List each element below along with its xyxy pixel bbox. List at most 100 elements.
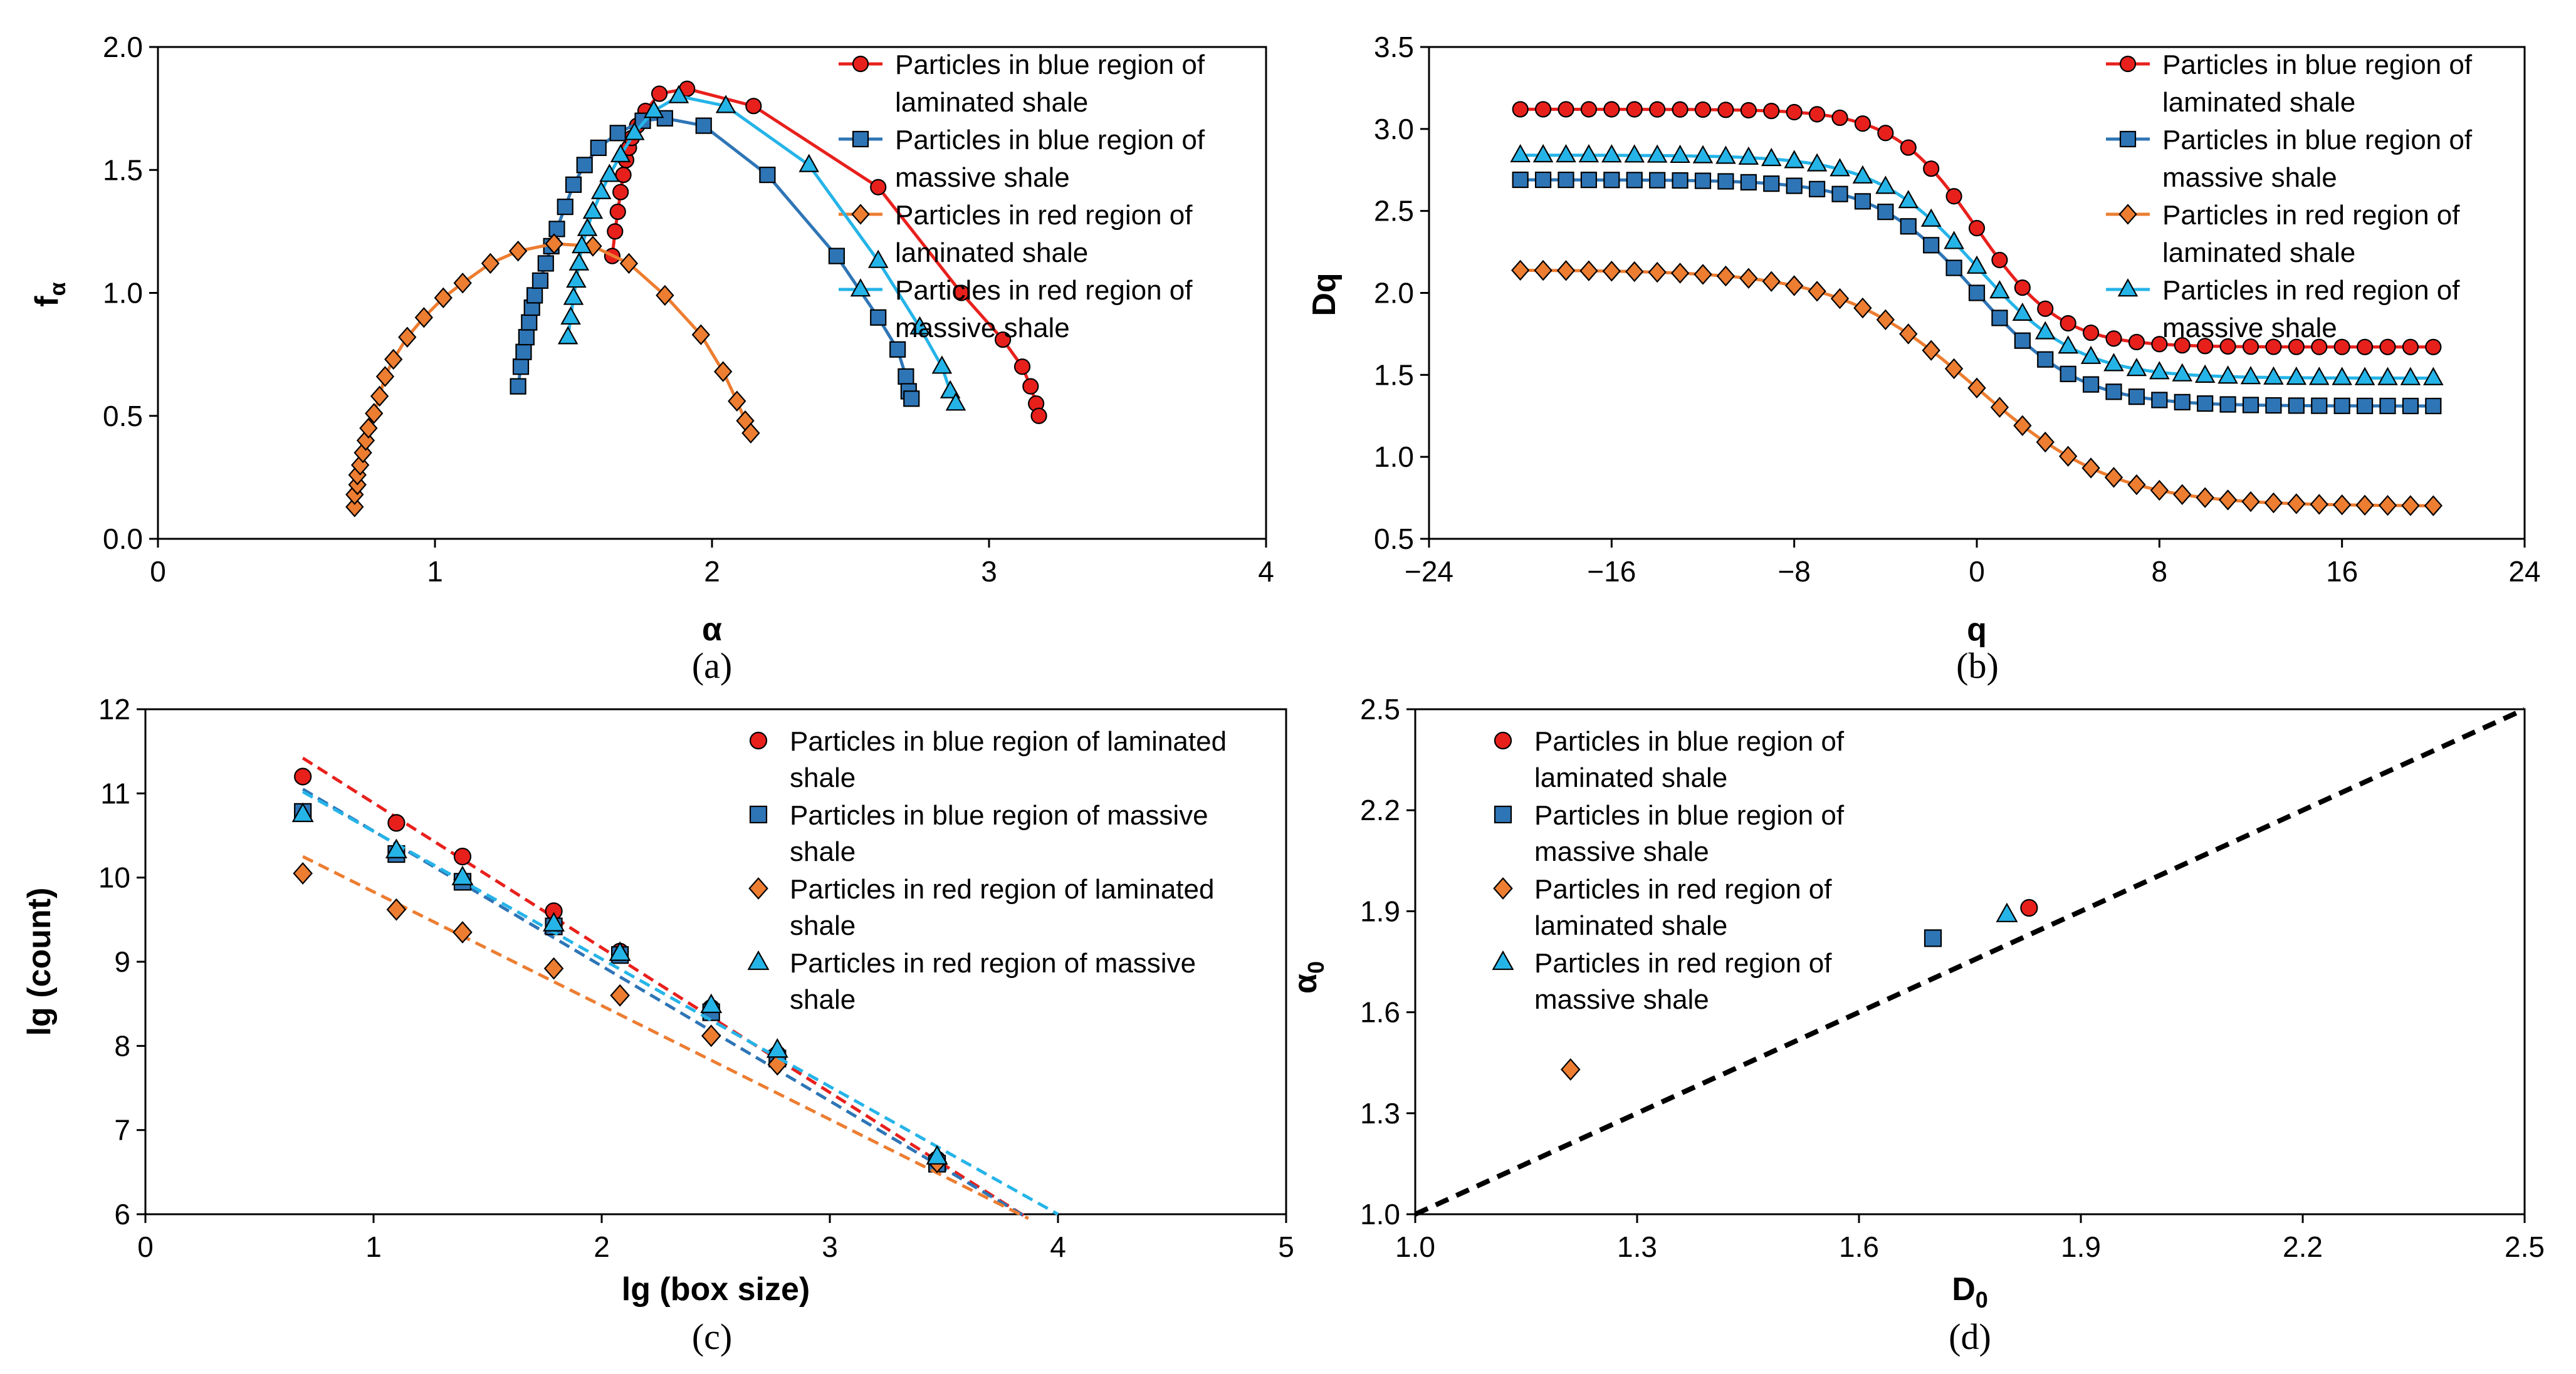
data-point (2242, 338, 2259, 355)
series-circle (2020, 898, 2038, 917)
data-point (387, 814, 406, 832)
data-point (2060, 315, 2076, 332)
data-point (2172, 363, 2193, 382)
data-point (1944, 231, 1964, 249)
data-point (619, 252, 639, 274)
plot-frame-d (1414, 708, 2526, 1215)
data-point (521, 314, 538, 331)
data-point (1739, 268, 1758, 289)
data-point (1670, 144, 1690, 164)
data-point (566, 269, 587, 288)
x-tick-label: 1 (365, 1231, 382, 1263)
data-point (2174, 393, 2191, 410)
y-tick-label: 0.0 (103, 523, 143, 555)
data-point (2174, 337, 2191, 354)
data-point (453, 273, 472, 294)
data-point (1013, 358, 1031, 375)
data-point (1512, 101, 1529, 118)
data-point (1875, 175, 1896, 194)
data-point (609, 941, 631, 961)
data-point (607, 223, 624, 240)
data-point (1852, 165, 1873, 184)
data-point (1626, 172, 1643, 189)
data-point (2150, 479, 2169, 501)
data-point (571, 235, 592, 254)
legend-entry: Particles in red region of massive shale (1492, 948, 1832, 1015)
data-point (926, 1145, 948, 1165)
data-point (2128, 333, 2145, 351)
data-point (2036, 431, 2055, 453)
series-diamond (1511, 259, 2442, 516)
x-tick-label: 1.6 (1839, 1231, 1879, 1263)
x-axis-label: α (702, 612, 722, 648)
y-axis-label-subscript: α (45, 282, 70, 296)
data-point (2037, 351, 2054, 368)
legend-label: shale (790, 910, 856, 941)
data-point (1561, 1058, 1581, 1081)
data-point (940, 380, 961, 398)
data-point (370, 385, 389, 407)
panel-caption: (d) (1949, 1316, 1991, 1357)
data-point (1694, 172, 1712, 189)
series-curve (353, 242, 753, 507)
data-point (2264, 492, 2283, 514)
data-point (537, 255, 554, 272)
data-point (565, 176, 582, 193)
legend-marker (852, 130, 869, 148)
data-point (2080, 345, 2102, 364)
data-point (1603, 172, 1620, 189)
data-point (1945, 259, 1962, 276)
data-point (889, 341, 906, 358)
data-point (2241, 491, 2260, 513)
legend-label: laminated shale (2162, 237, 2355, 268)
data-point (643, 100, 664, 118)
y-tick-label: 2.2 (1360, 794, 1400, 826)
data-point (1601, 144, 1622, 163)
reference-line-y-equals-x (1414, 707, 2526, 1217)
legend-label: Particles in blue region of (895, 49, 1205, 80)
legend-entry: Particles in red region of laminated shal… (1493, 874, 1832, 941)
data-point (909, 316, 930, 335)
data-point (2288, 338, 2305, 355)
data-point (2332, 367, 2352, 385)
data-point (2311, 397, 2328, 414)
data-point (563, 286, 584, 305)
series-diamond (1561, 1058, 1581, 1081)
data-point (2012, 302, 2033, 321)
panel-caption: (c) (692, 1316, 732, 1357)
data-point (1830, 158, 1850, 177)
legend-marker (2119, 55, 2137, 73)
data-point (1716, 265, 1736, 287)
data-point (508, 241, 528, 262)
data-point (1876, 309, 1895, 330)
data-point (2219, 396, 2236, 413)
data-point (1022, 378, 1039, 395)
data-point (582, 200, 604, 219)
data-point (1900, 218, 1917, 235)
data-point (1899, 323, 1918, 345)
data-point (577, 217, 598, 236)
data-point (1510, 143, 1531, 163)
legend-label: laminated shale (2162, 87, 2355, 118)
x-tick-label: 4 (1050, 1231, 1066, 1263)
data-point (543, 957, 564, 980)
legend-marker (2118, 204, 2137, 225)
data-point (1831, 185, 1848, 202)
legend-label: Particles in blue region of (2162, 125, 2473, 155)
y-tick-label: 9 (114, 945, 130, 978)
data-point (2219, 338, 2236, 355)
data-point (1830, 288, 1850, 310)
data-point (1989, 280, 2010, 299)
data-point (2037, 300, 2054, 317)
legend-entry: Particles in blue region of massive shale (839, 125, 1205, 193)
data-point (1740, 101, 1757, 119)
x-tick-label: −8 (1778, 555, 1810, 588)
data-point (2333, 397, 2350, 414)
legend-marker (852, 55, 869, 73)
series-triangle (1996, 902, 2018, 922)
x-tick-label: 3 (981, 555, 997, 588)
data-point (2379, 397, 2396, 415)
data-point (451, 865, 474, 885)
x-axis-label: q (1967, 612, 1987, 648)
panel-caption: (b) (1956, 645, 1999, 686)
